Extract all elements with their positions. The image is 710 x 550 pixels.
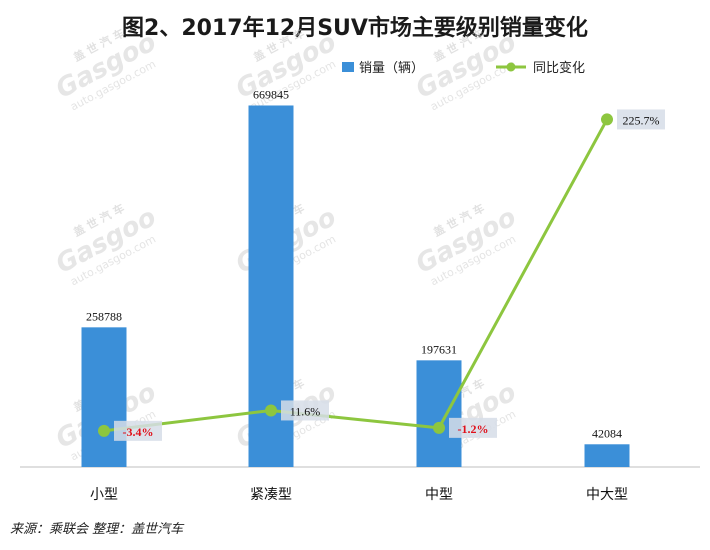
yoy-point [601, 113, 613, 126]
yoy-point [433, 421, 445, 434]
yoy-value-label: 11.6% [290, 404, 321, 418]
yoy-line [103, 118, 609, 433]
yoy-label-box [114, 420, 162, 441]
yoy-point [265, 404, 277, 417]
yoy-label-box [449, 417, 497, 438]
yoy-label-box [281, 400, 329, 421]
source-note: 来源：乘联会 整理：盖世汽车 [10, 522, 184, 537]
line-layer: -3.4% 11.6% -1.2% 225.7% [98, 109, 665, 441]
bar-value-label: 258788 [86, 309, 122, 323]
yoy-label-box [617, 109, 665, 130]
bar [584, 444, 630, 467]
x-tick-label: 紧凑型 [250, 486, 292, 503]
x-tick-label: 中型 [425, 487, 453, 503]
x-tick-label: 小型 [90, 487, 118, 503]
legend-line-marker [506, 62, 516, 72]
yoy-value-label: 225.7% [623, 113, 660, 127]
yoy-point [98, 424, 110, 437]
legend-bar-label: 销量（辆） [359, 61, 424, 76]
bar [416, 360, 462, 467]
bar-value-label: 197631 [421, 342, 457, 356]
legend-bar-swatch [342, 62, 354, 72]
yoy-value-label: -1.2% [458, 422, 489, 436]
bar-value-label: 669845 [253, 87, 289, 101]
yoy-value-label: -3.4% [123, 425, 154, 439]
chart-title: 图2、2017年12月SUV市场主要级别销量变化 [122, 16, 588, 41]
x-tick-layer: 小型 紧凑型 中型 中大型 [90, 486, 628, 503]
x-tick-label: 中大型 [586, 487, 628, 503]
bar [81, 327, 127, 467]
legend-line-label: 同比变化 [533, 60, 585, 76]
bar-value-label: 42084 [592, 426, 622, 440]
legend: 销量（辆） 同比变化 [342, 60, 585, 76]
bars-layer: 258788 669845 197631 42084 [81, 87, 630, 467]
